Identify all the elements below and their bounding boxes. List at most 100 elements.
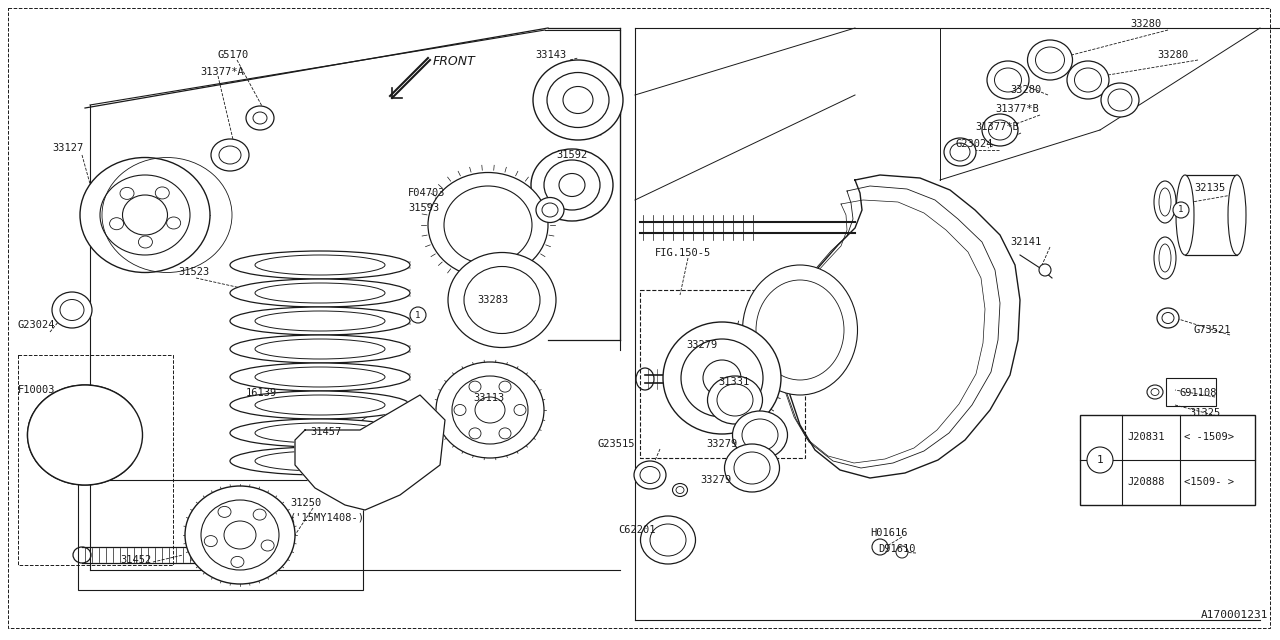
Ellipse shape — [559, 173, 585, 196]
Text: 33113: 33113 — [474, 393, 504, 403]
Ellipse shape — [1101, 83, 1139, 117]
Text: <1509- >: <1509- > — [1184, 477, 1234, 487]
Ellipse shape — [230, 556, 244, 568]
Ellipse shape — [563, 86, 593, 113]
Text: J20888: J20888 — [1126, 477, 1165, 487]
Ellipse shape — [230, 307, 410, 335]
Circle shape — [1039, 264, 1051, 276]
Ellipse shape — [468, 428, 481, 439]
Ellipse shape — [230, 279, 410, 307]
Ellipse shape — [1068, 61, 1108, 99]
Ellipse shape — [253, 509, 266, 520]
Ellipse shape — [987, 61, 1029, 99]
Text: 33283: 33283 — [477, 295, 508, 305]
Ellipse shape — [672, 483, 687, 497]
Text: D91610: D91610 — [878, 544, 915, 554]
Circle shape — [1087, 447, 1114, 473]
Ellipse shape — [27, 385, 142, 485]
Text: G5170: G5170 — [218, 50, 250, 60]
Ellipse shape — [205, 536, 218, 547]
Ellipse shape — [1155, 181, 1176, 223]
Text: 32141: 32141 — [1010, 237, 1041, 247]
Text: A170001231: A170001231 — [1201, 610, 1268, 620]
Ellipse shape — [1176, 175, 1194, 255]
Ellipse shape — [468, 381, 481, 392]
Bar — [1080, 415, 1254, 505]
Ellipse shape — [499, 428, 511, 439]
Ellipse shape — [1155, 237, 1176, 279]
Ellipse shape — [230, 419, 410, 447]
Ellipse shape — [211, 139, 250, 171]
Text: C62201: C62201 — [618, 525, 655, 535]
Text: 32135: 32135 — [1194, 183, 1225, 193]
Ellipse shape — [732, 411, 787, 459]
Text: 1: 1 — [1179, 205, 1184, 214]
Ellipse shape — [246, 106, 274, 130]
Ellipse shape — [708, 376, 763, 424]
Text: < -1509>: < -1509> — [1184, 432, 1234, 442]
Ellipse shape — [945, 138, 977, 166]
Polygon shape — [788, 175, 1020, 478]
Ellipse shape — [448, 253, 556, 348]
Circle shape — [896, 546, 908, 558]
Bar — [1166, 378, 1216, 406]
Bar — [1185, 175, 1236, 255]
Text: FIG.150-5: FIG.150-5 — [655, 248, 712, 258]
Ellipse shape — [1028, 40, 1073, 80]
Text: 33279: 33279 — [700, 475, 731, 485]
Text: J20831: J20831 — [1126, 432, 1165, 442]
Ellipse shape — [52, 292, 92, 328]
Ellipse shape — [230, 391, 410, 419]
Text: G23024: G23024 — [18, 320, 55, 330]
Ellipse shape — [1147, 385, 1164, 399]
Text: 31593: 31593 — [408, 203, 439, 213]
Text: 31377*B: 31377*B — [995, 104, 1039, 114]
Ellipse shape — [428, 173, 548, 278]
Ellipse shape — [515, 404, 526, 415]
Text: 31452: 31452 — [120, 555, 151, 565]
Ellipse shape — [724, 444, 780, 492]
Ellipse shape — [454, 404, 466, 415]
Text: G23515: G23515 — [598, 439, 635, 449]
Text: 31325: 31325 — [1189, 408, 1220, 418]
Text: G73521: G73521 — [1194, 325, 1231, 335]
Text: ('15MY1408-): ('15MY1408-) — [291, 513, 365, 523]
Text: 33127: 33127 — [52, 143, 83, 153]
Ellipse shape — [230, 251, 410, 279]
Ellipse shape — [230, 363, 410, 391]
Text: 33280: 33280 — [1157, 50, 1188, 60]
Ellipse shape — [230, 447, 410, 475]
Text: 31377*B: 31377*B — [975, 122, 1019, 132]
Text: 33280: 33280 — [1010, 85, 1041, 95]
Ellipse shape — [499, 381, 511, 392]
Ellipse shape — [536, 198, 564, 223]
Bar — [78, 480, 364, 590]
Text: G23024: G23024 — [955, 139, 992, 149]
Text: 33279: 33279 — [686, 340, 717, 350]
Text: 33279: 33279 — [707, 439, 737, 449]
Ellipse shape — [742, 265, 858, 395]
Text: 31250: 31250 — [291, 498, 321, 508]
Text: 31331: 31331 — [718, 377, 749, 387]
Text: 33280: 33280 — [1130, 19, 1161, 29]
Text: 33143: 33143 — [535, 50, 566, 60]
Circle shape — [410, 307, 426, 323]
Circle shape — [1172, 202, 1189, 218]
Bar — [18, 355, 173, 565]
Text: G91108: G91108 — [1179, 388, 1216, 398]
Ellipse shape — [1228, 175, 1245, 255]
Text: 31592: 31592 — [556, 150, 588, 160]
Circle shape — [872, 539, 888, 555]
Text: F04703: F04703 — [408, 188, 445, 198]
Ellipse shape — [230, 335, 410, 363]
Ellipse shape — [703, 360, 741, 396]
Ellipse shape — [663, 322, 781, 434]
Polygon shape — [294, 395, 445, 510]
Ellipse shape — [218, 506, 230, 517]
Text: H01616: H01616 — [870, 528, 908, 538]
Ellipse shape — [186, 486, 294, 584]
Ellipse shape — [982, 114, 1018, 146]
Ellipse shape — [531, 149, 613, 221]
Text: 31457: 31457 — [310, 427, 342, 437]
Ellipse shape — [634, 461, 666, 489]
